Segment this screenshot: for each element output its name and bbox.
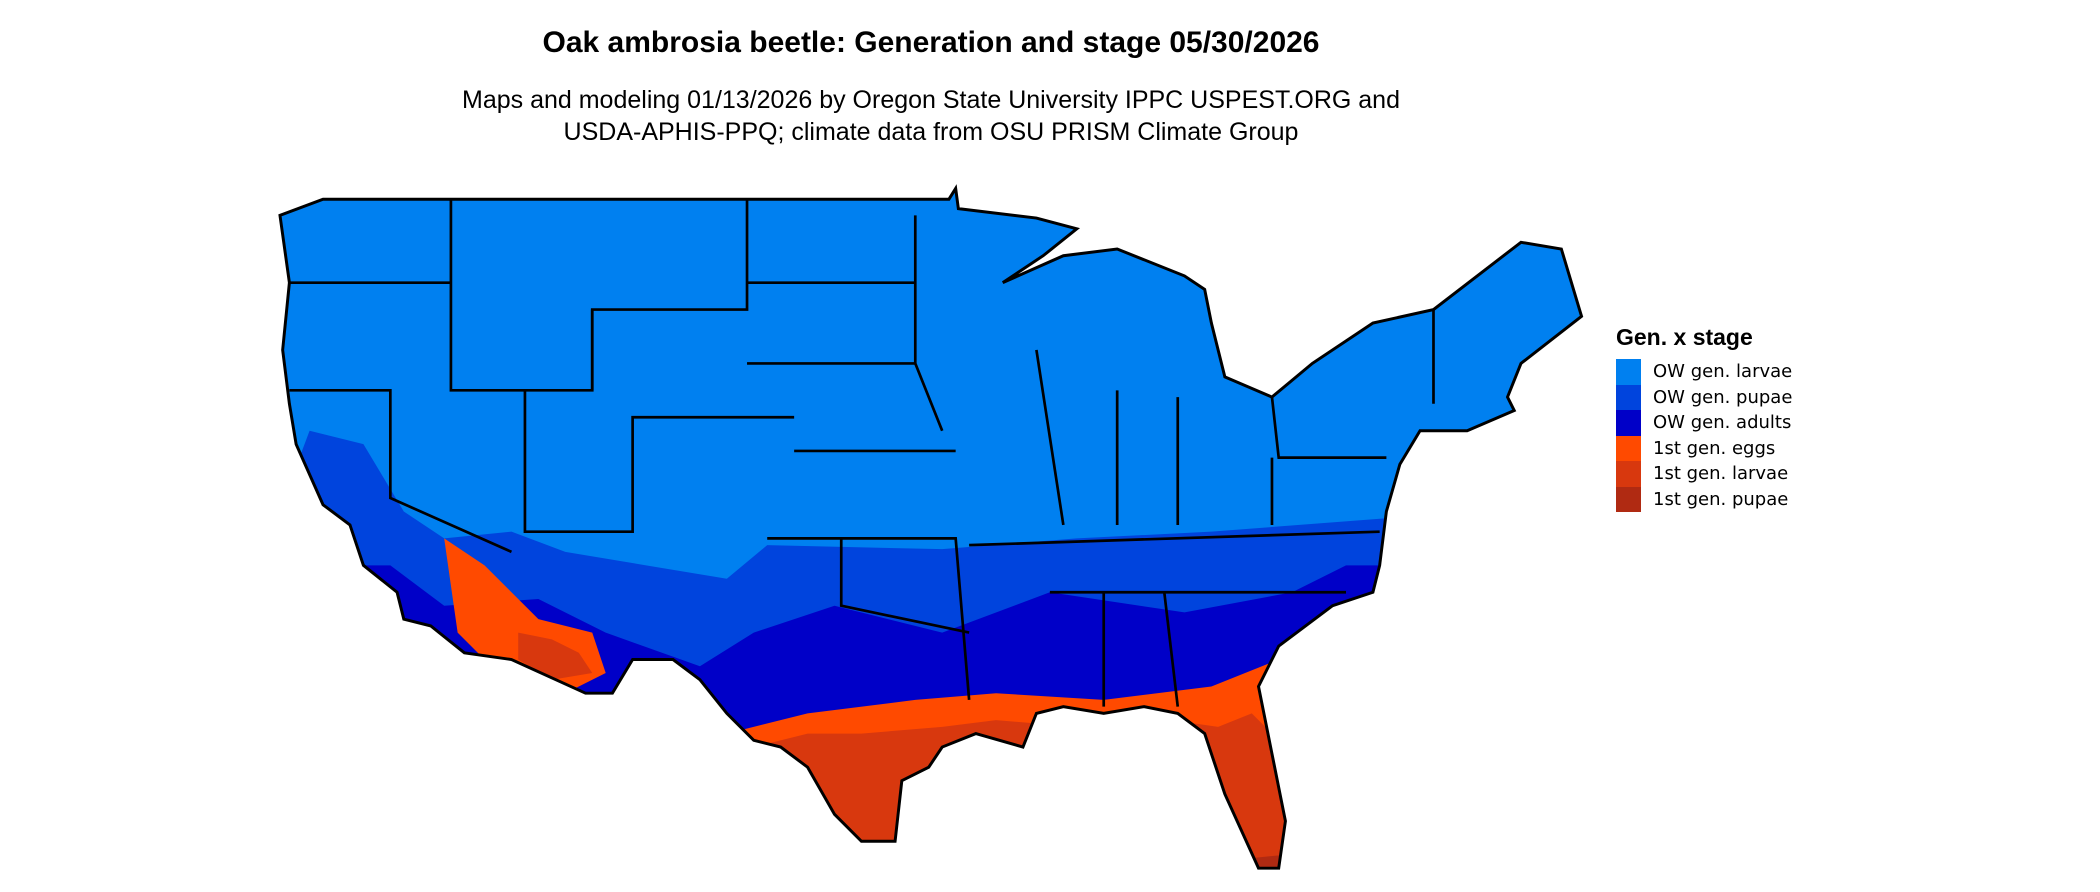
- legend-item: 1st gen. larvae: [1616, 461, 1792, 487]
- region-1st-larvae-az: [518, 632, 593, 680]
- legend-item: OW gen. larvae: [1616, 359, 1792, 385]
- legend: Gen. x stage OW gen. larvae OW gen. pupae…: [1616, 324, 1792, 512]
- legend-swatch: [1616, 461, 1641, 487]
- map-subtitle-line-2: USDA-APHIS-PPQ; climate data from OSU PR…: [563, 118, 1299, 146]
- map-subtitle-line-1: Maps and modeling 01/13/2026 by Oregon S…: [462, 86, 1400, 114]
- legend-swatch: [1616, 384, 1641, 410]
- legend-item: OW gen. pupae: [1616, 384, 1793, 410]
- legend-label: OW gen. pupae: [1653, 386, 1793, 408]
- legend-label: 1st gen. eggs: [1653, 437, 1776, 459]
- map-title: Oak ambrosia beetle: Generation and stag…: [542, 26, 1320, 59]
- legend-title: Gen. x stage: [1616, 324, 1753, 350]
- legend-swatch: [1616, 359, 1641, 385]
- legend-item: 1st gen. eggs: [1616, 435, 1792, 461]
- legend-label: 1st gen. pupae: [1653, 488, 1789, 510]
- legend-item: OW gen. adults: [1616, 410, 1792, 436]
- region-ow-larvae: [279, 188, 1582, 869]
- legend-swatch: [1616, 486, 1641, 512]
- legend-label: 1st gen. larvae: [1653, 463, 1789, 485]
- legend-swatch: [1616, 435, 1641, 461]
- legend-swatch: [1616, 410, 1641, 436]
- state-borders: [289, 199, 1435, 707]
- us-outline-border: [278, 184, 1584, 870]
- legend-label: OW gen. larvae: [1653, 361, 1793, 383]
- legend-label: OW gen. adults: [1653, 412, 1792, 434]
- legend-item: 1st gen. pupae: [1616, 486, 1792, 512]
